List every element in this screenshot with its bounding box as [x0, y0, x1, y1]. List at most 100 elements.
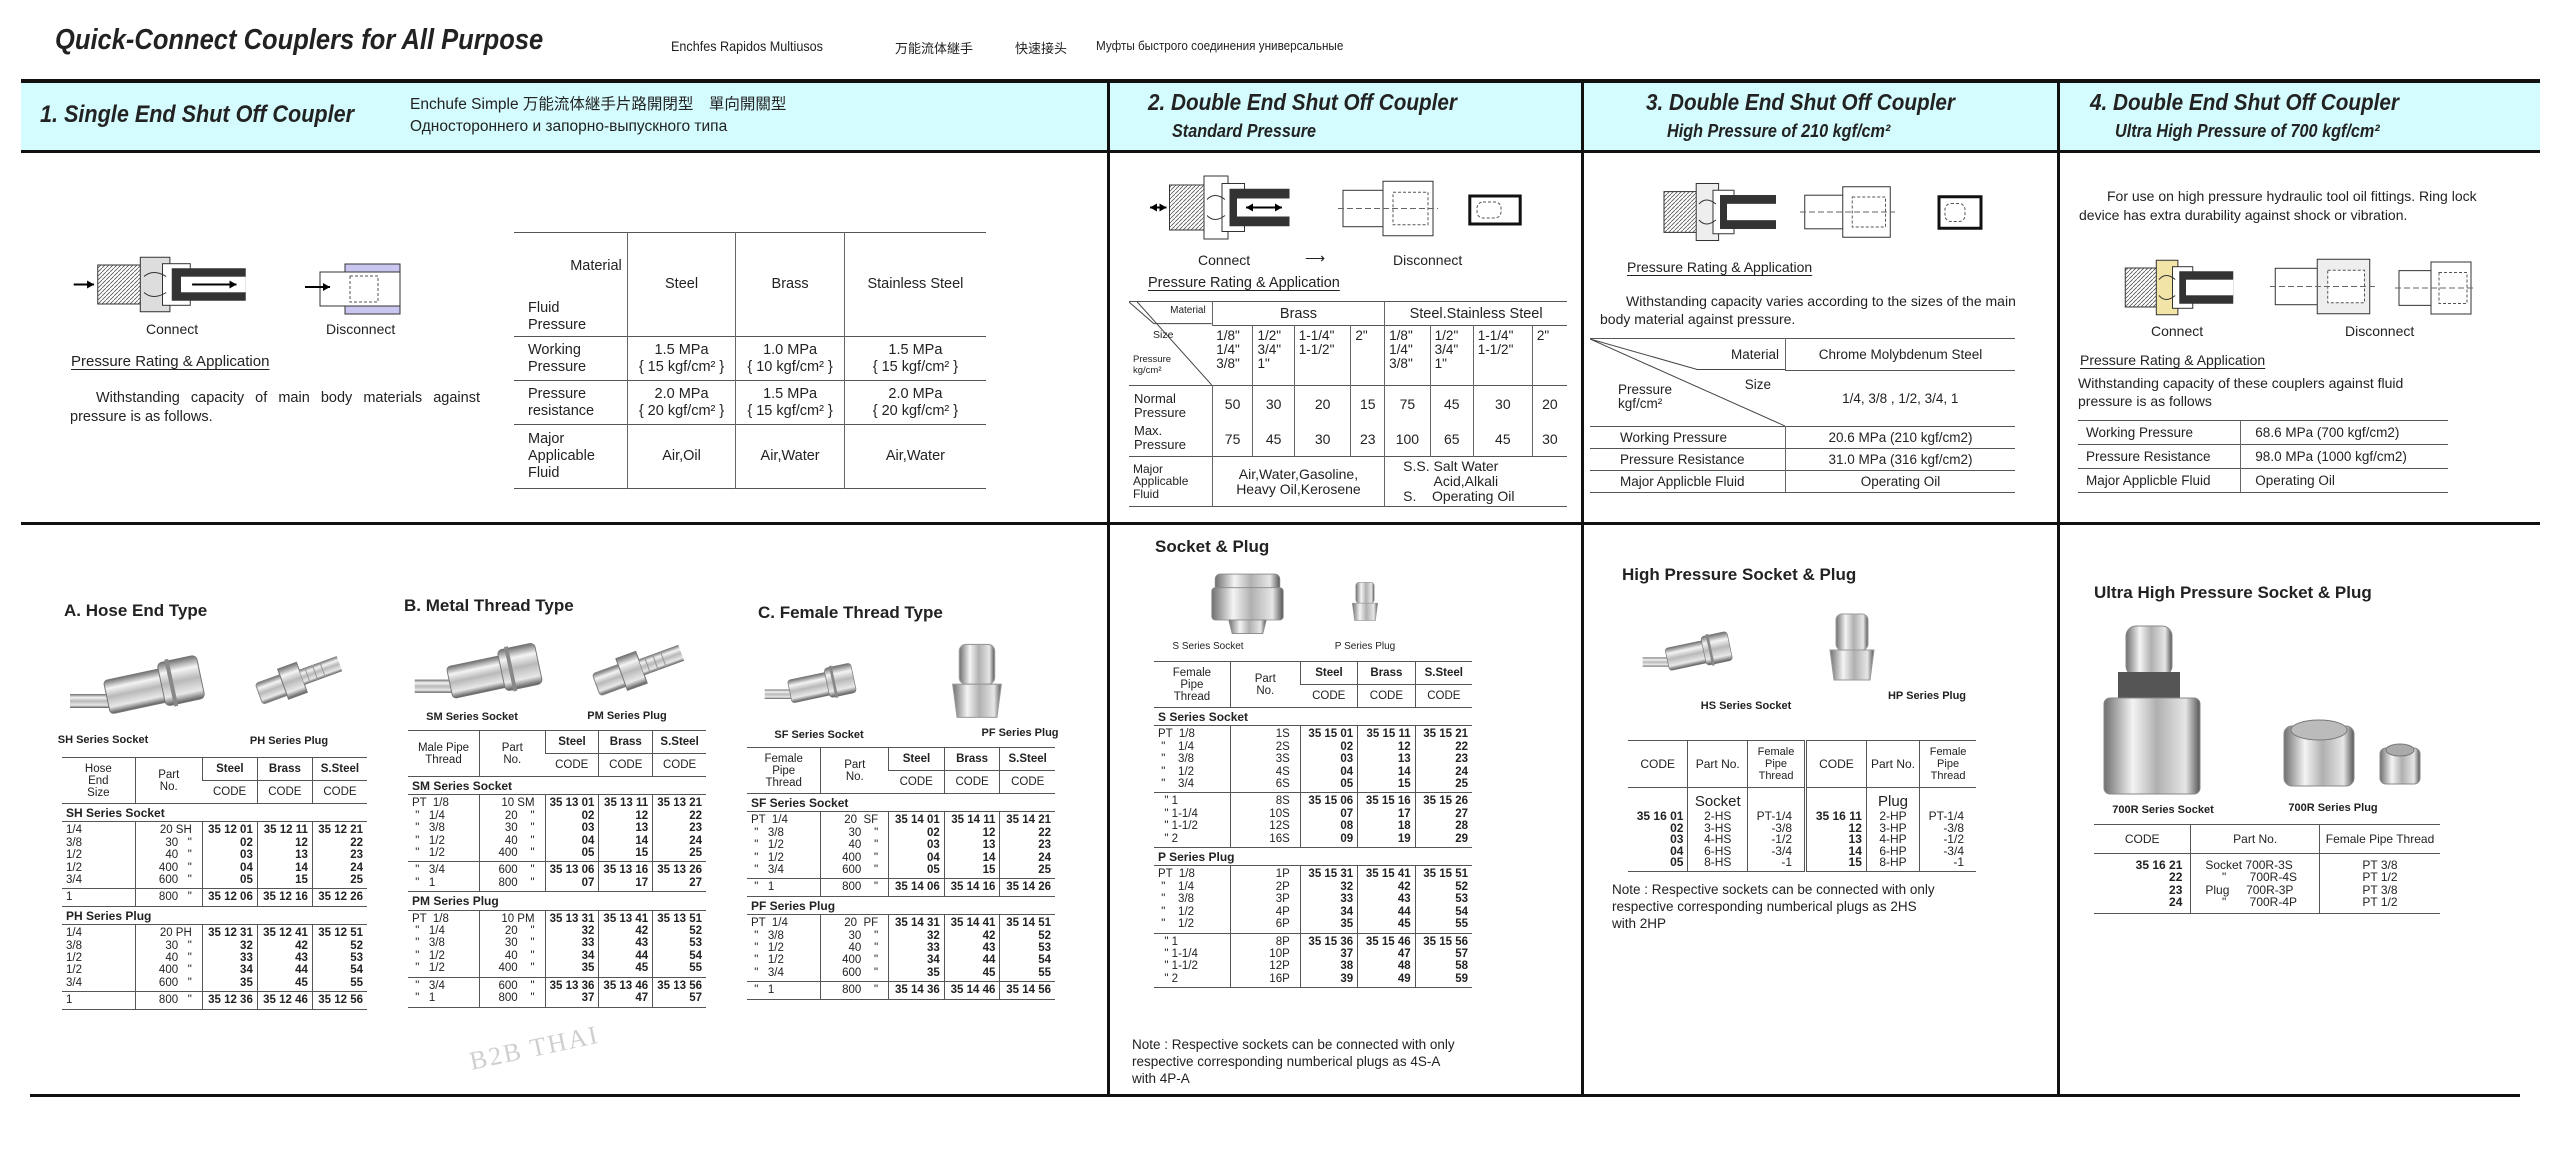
section-4-title: 4. Double End Shut Off Coupler	[2090, 89, 2399, 115]
size-cell: 1/2" 3/4" 1"	[1429, 325, 1474, 386]
group-label: SF Series Socket	[747, 793, 1055, 813]
table-cell: 600 " 800 "	[479, 977, 546, 1007]
plug-photo-drawing	[1351, 582, 1379, 621]
column-header: Female Pipe Thread	[764, 752, 803, 789]
table-row: " 3/4 " 1 600 " 800 " 35 13 06 07 35 13 16 …	[408, 861, 706, 892]
table-cell: 10 PM 20 " 30 " 40 " 400 "	[479, 910, 546, 978]
corner-material-label: Material	[570, 258, 622, 274]
female-thread-code-table-container: Female Pipe Thread Part No. Steel Brass S.St…	[747, 747, 1055, 1000]
column-header: Part No.	[820, 747, 889, 794]
connect-label: Connect	[146, 321, 199, 337]
table-row: PT 1/4 " 3/8 " 1/2 " 1/2 " 3/4 20 SF 30 "…	[747, 811, 1055, 879]
table-cell: 35 12 51 52 53 54 55	[311, 924, 367, 992]
material-header: S.Steel	[999, 747, 1055, 771]
table-cell: 35 14 31 32 33 34 35	[888, 914, 945, 982]
size-cell: 1/8" 1/4" 3/8"	[1384, 325, 1431, 386]
photo-caption: SH Series Socket	[57, 734, 149, 746]
700r-code-table: CODE Part No. Female Pipe Thread 35 16 21 2…	[2094, 824, 2440, 914]
table-cell: 10 SM 20 " 30 " 40 " 400 "	[479, 794, 546, 862]
header-row: CODE CODE CODE	[1154, 684, 1472, 708]
divider	[21, 522, 2540, 525]
corner-fluid-label: Fluid Pressure	[528, 300, 587, 333]
table-cell: " 3/4 " 1	[415, 979, 445, 1005]
pressure-rating-heading: Pressure Rating & Application	[71, 353, 270, 370]
subtitle-chinese: 快速接头	[1015, 41, 1068, 56]
normal-pressure-row: Normal Pressure 50 30 20 15 75 45 30 20	[1129, 385, 1567, 422]
normal-pressure-value: 15	[1350, 385, 1385, 422]
column-header: Part No.	[1229, 661, 1301, 708]
table-row: Major Applicable Fluid Air,Oil Air,Water Ai…	[514, 424, 986, 489]
size-cell: 2"	[1531, 325, 1567, 386]
code-table: Hose End Size Part No. Steel Brass S.Steel CO…	[62, 757, 367, 1010]
part-numbers: 2-HP 3-HP 4-HP 6-HP 8-HP	[1879, 809, 1907, 869]
divider	[1107, 80, 1110, 1096]
header-row: CODE CODE CODE	[62, 780, 367, 804]
table-cell: 35 15 06 07 08 09	[1299, 792, 1358, 848]
table-cell: PT 1/8 " 1/4 " 3/8 " 1/2 " 1/2	[412, 797, 449, 860]
table-cell: 35 14 16	[943, 878, 1000, 897]
diagonal-divider	[1129, 302, 1212, 385]
column-header: Part No.	[2190, 824, 2320, 854]
table-cell: 35 12 11 12 13 14 15	[256, 821, 313, 889]
coupler-cross-section-drawing	[2124, 259, 2234, 316]
table-cell: 35 13 01 02 03 04 05	[544, 794, 599, 862]
coupler-cross-section-drawing	[1150, 175, 1290, 240]
table-cell: 35 15 21 22 23 24 25	[1414, 725, 1472, 793]
table-cell: 35 12 41 42 43 44 45	[256, 924, 313, 992]
table-cell: 1	[66, 994, 73, 1007]
material-header: Steel	[1299, 661, 1358, 685]
material-header: Stainless Steel	[843, 232, 986, 337]
table-cell: 35 14 11 12 13 14 15	[943, 811, 1000, 879]
700r-series-socket-photo	[2098, 622, 2210, 798]
table-row: Pressure Resistance 31.0 MPa (316 kgf/cm2…	[1590, 448, 2015, 471]
table-cell: 35 14 46	[943, 981, 1000, 1000]
table-cell: 35 13 46 47	[598, 977, 653, 1007]
column-header: Part No.	[479, 730, 546, 777]
table-cell: PT 1/4 " 3/8 " 1/2 " 1/2 " 3/4	[751, 917, 788, 979]
column-header: CODE	[1804, 740, 1867, 788]
disconnect-label: Disconnect	[326, 321, 396, 337]
max-pressure-value: 45	[1252, 422, 1295, 457]
corner-size-label: Size	[1153, 329, 1174, 341]
watermark: B2B THAI	[466, 1019, 602, 1076]
plug-cross-section-drawing	[1937, 195, 1983, 230]
max-pressure-row: Max. Pressure 75 45 30 23 100 65 45 30	[1129, 422, 1567, 457]
row-label: Max. Pressure	[1134, 423, 1187, 452]
section-3-title: 3. Double End Shut Off Coupler	[1646, 89, 1955, 115]
group-row: SM Series Socket	[408, 776, 706, 796]
section-3-subtitle: High Pressure of 210 kgf/cm²	[1667, 121, 1891, 141]
high-pressure-socket-plug-heading: High Pressure Socket & Plug	[1622, 565, 1857, 584]
table-cell: 35 15 11 12 13 14 15	[1357, 725, 1416, 793]
table-cell: 35 15 36 37 38 39	[1299, 933, 1358, 988]
table-cell: 35 12 36	[201, 991, 258, 1010]
column-header: Female Pipe Thread	[2319, 824, 2440, 854]
pressure-rating-heading: Pressure Rating & Application	[1148, 275, 1340, 291]
column-header: CODE	[2124, 832, 2160, 846]
part-cell: Socket 700R-3S " 700R-4S Plug 700R-3P " …	[2190, 853, 2320, 914]
max-pressure-value: 45	[1472, 422, 1533, 457]
header-row: CODE Part No. Female Pipe Thread CODE Part N…	[1628, 740, 1976, 788]
table-cell: 1/4 3/8 1/2 1/2 3/4	[66, 927, 82, 989]
p-series-plug-photo	[1335, 580, 1395, 624]
material-header: Steel	[626, 232, 736, 337]
table-cell: 600 " 800 "	[479, 861, 546, 892]
pressure-rating-heading: Pressure Rating & Application	[2080, 352, 2266, 368]
table-cell: 68.6 MPa (700 kgf/cm2)	[2240, 420, 2448, 445]
table-cell: 35 12 26	[311, 888, 367, 907]
divider	[30, 1094, 2520, 1097]
normal-pressure-value: 75	[1384, 385, 1431, 422]
material-header: Brass	[1357, 661, 1416, 685]
high-pressure-code-table: CODE Part No. Female Pipe Thread CODE Part N…	[1628, 740, 1976, 872]
sm-series-socket-photo	[404, 636, 560, 708]
table-cell: 35 15 51 52 53 54 55	[1414, 865, 1472, 933]
material-pressure-table: Material Fluid Pressure Steel Brass Stainle…	[514, 232, 986, 489]
group-row: SH Series Socket	[62, 803, 367, 823]
plug-photo-drawing	[1829, 613, 1875, 681]
part-cell: Socket 2-HS 3-HS 4-HS 6-HS 8-HS	[1687, 787, 1748, 871]
header-row: CODE Part No. Female Pipe Thread	[2094, 824, 2440, 854]
s-series-socket-photo	[1205, 568, 1290, 638]
thread-cell: PT-1/4 -3/8 -1/2 -3/4 -1	[1919, 787, 1976, 871]
material-header: Chrome Molybdenum Steel	[1785, 338, 2015, 371]
table-row: Pressure resistance 2.0 MPa { 20 kgf/cm² …	[514, 380, 986, 425]
section-1-alt-title: Enchufe Simple 万能流体継手片路開閉型 單向開關型	[410, 96, 787, 113]
